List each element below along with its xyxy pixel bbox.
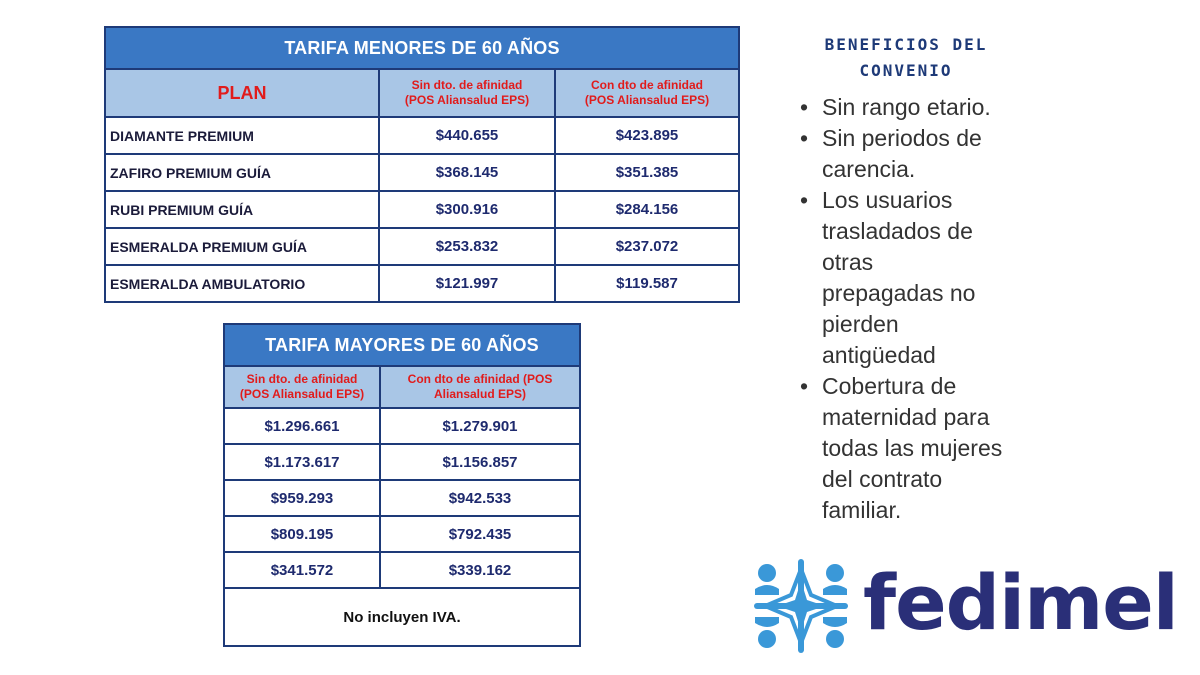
price-sin-dto: $253.832 (378, 227, 556, 266)
benefit-line: prepagadas no (822, 280, 976, 306)
benefit-item: • Sin periodos de carencia. (796, 123, 1036, 185)
price-sin-dto: $809.195 (223, 515, 381, 553)
price-sin-dto: $1.296.661 (223, 407, 381, 445)
benefit-line: pierden (822, 311, 899, 337)
sin-dto-column-header: Sin dto. de afinidad (POS Aliansalud EPS… (378, 68, 556, 118)
table-over-60: TARIFA MAYORES DE 60 AÑOS Sin dto. de af… (223, 323, 581, 647)
table-row: $809.195 $792.435 (223, 515, 581, 553)
price-sin-dto: $368.145 (378, 153, 556, 192)
table-row: ZAFIRO PREMIUM GUÍA $368.145 $351.385 (104, 153, 740, 192)
price-con-dto: $237.072 (554, 227, 740, 266)
table-row: RUBI PREMIUM GUÍA $300.916 $284.156 (104, 190, 740, 229)
price-con-dto: $119.587 (554, 264, 740, 303)
price-con-dto: $284.156 (554, 190, 740, 229)
con-dto-column-header: Con dto de afinidad (POS Aliansalud EPS) (554, 68, 740, 118)
plan-column-header: PLAN (104, 68, 380, 118)
sin-dto-header-line2: (POS Aliansalud EPS) (404, 93, 530, 107)
sin-dto-header-line2: (POS Aliansalud EPS) (239, 387, 365, 401)
benefit-line: trasladados de (822, 218, 973, 244)
table-under-60-title: TARIFA MENORES DE 60 AÑOS (104, 26, 740, 70)
logo-text: fedimel (863, 558, 1179, 647)
plan-name: ESMERALDA AMBULATORIO (104, 264, 380, 303)
con-dto-header-line2: (POS Aliansalud EPS) (584, 93, 710, 107)
fedimel-cross-logo-icon (754, 559, 848, 653)
benefit-line: todas las mujeres (822, 435, 1003, 461)
table-under-60: TARIFA MENORES DE 60 AÑOS PLAN Sin dto. … (104, 26, 740, 303)
bullet-icon: • (800, 125, 809, 151)
con-dto-header-line1: Con dto de afinidad (POS (407, 372, 553, 386)
benefits-panel: BENEFICIOS DEL CONVENIO • Sin rango etar… (796, 32, 1036, 526)
table-over-60-title: TARIFA MAYORES DE 60 AÑOS (223, 323, 581, 367)
con-dto-header-line2: Aliansalud EPS) (433, 387, 527, 401)
benefits-title-line1: BENEFICIOS DEL (824, 35, 988, 54)
plan-name: ZAFIRO PREMIUM GUÍA (104, 153, 380, 192)
benefit-line: familiar. (822, 497, 902, 523)
benefit-item: • Cobertura de maternidad para todas las… (796, 371, 1036, 526)
benefit-line: Los usuarios (822, 187, 953, 213)
price-sin-dto: $1.173.617 (223, 443, 381, 481)
plan-name: ESMERALDA PREMIUM GUÍA (104, 227, 380, 266)
benefit-line: otras (822, 249, 874, 275)
table-row: $959.293 $942.533 (223, 479, 581, 517)
price-con-dto: $792.435 (379, 515, 581, 553)
benefit-line: antigüedad (822, 342, 936, 368)
benefit-line: maternidad para (822, 404, 990, 430)
price-sin-dto: $959.293 (223, 479, 381, 517)
con-dto-header-line1: Con dto de afinidad (591, 78, 703, 92)
table-row: ESMERALDA PREMIUM GUÍA $253.832 $237.072 (104, 227, 740, 266)
price-sin-dto: $121.997 (378, 264, 556, 303)
benefit-item: • Los usuarios trasladados de otras prep… (796, 185, 1036, 371)
benefit-item: • Sin rango etario. (796, 92, 1036, 123)
fedimel-logo: fedimel (745, 555, 1179, 657)
price-sin-dto: $300.916 (378, 190, 556, 229)
table-row: $1.173.617 $1.156.857 (223, 443, 581, 481)
price-con-dto: $423.895 (554, 116, 740, 155)
price-con-dto: $339.162 (379, 551, 581, 589)
price-con-dto: $1.279.901 (379, 407, 581, 445)
benefit-line: Sin periodos de (822, 125, 982, 151)
price-con-dto: $942.533 (379, 479, 581, 517)
sin-dto-header-line1: Sin dto. de afinidad (246, 372, 358, 386)
benefit-line: carencia. (822, 156, 916, 182)
sin-dto-column-header: Sin dto. de afinidad (POS Aliansalud EPS… (223, 365, 381, 409)
price-sin-dto: $341.572 (223, 551, 381, 589)
benefits-list: • Sin rango etario. • Sin periodos de ca… (796, 92, 1036, 526)
bullet-icon: • (800, 373, 809, 399)
con-dto-column-header: Con dto de afinidad (POS Aliansalud EPS) (379, 365, 581, 409)
iva-note: No incluyen IVA. (223, 587, 581, 647)
benefits-title-line2: CONVENIO (859, 61, 953, 80)
sin-dto-header-line1: Sin dto. de afinidad (411, 78, 523, 92)
table-row: $1.296.661 $1.279.901 (223, 407, 581, 445)
bullet-icon: • (800, 187, 809, 213)
benefit-line: Cobertura de (822, 373, 957, 399)
table-row: $341.572 $339.162 (223, 551, 581, 589)
benefit-line: del contrato (822, 466, 943, 492)
plan-name: DIAMANTE PREMIUM (104, 116, 380, 155)
table-row: ESMERALDA AMBULATORIO $121.997 $119.587 (104, 264, 740, 303)
price-sin-dto: $440.655 (378, 116, 556, 155)
benefit-line: Sin rango etario. (822, 94, 991, 120)
table-row: DIAMANTE PREMIUM $440.655 $423.895 (104, 116, 740, 155)
benefits-title: BENEFICIOS DEL CONVENIO (796, 32, 1016, 84)
plan-name: RUBI PREMIUM GUÍA (104, 190, 380, 229)
price-con-dto: $1.156.857 (379, 443, 581, 481)
price-con-dto: $351.385 (554, 153, 740, 192)
bullet-icon: • (800, 94, 809, 120)
